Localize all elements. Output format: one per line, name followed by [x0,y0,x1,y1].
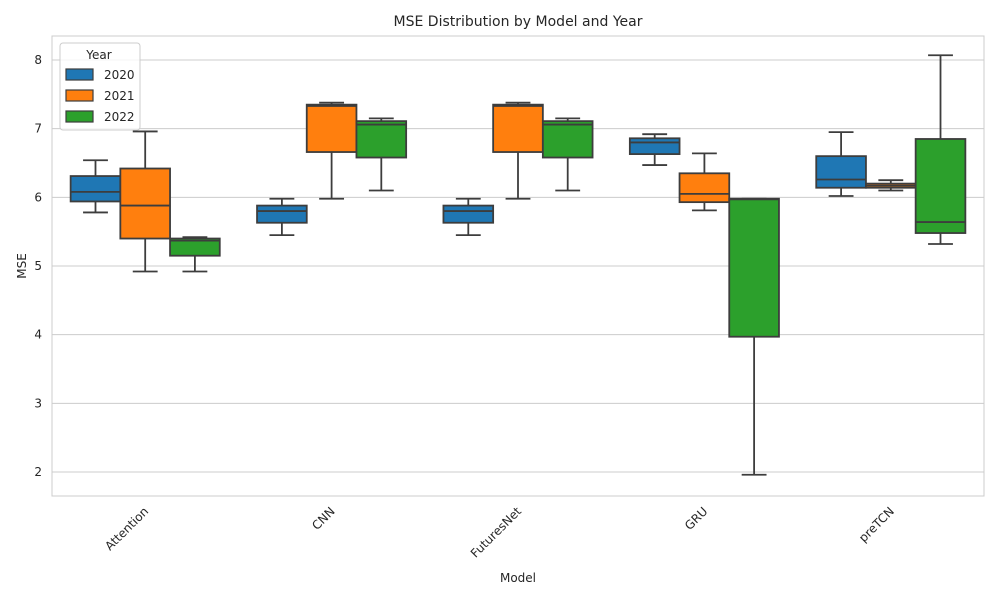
x-tick-label: CNN [309,504,338,533]
iqr-box [815,155,867,189]
box-2022 [728,197,780,476]
legend-items: 2020 2021 2022 [65,68,135,124]
x-tick-label: GRU [682,504,711,533]
legend-label: 2022 [104,110,135,124]
iqr-box [169,237,221,257]
x-tick-label: Attention [102,504,151,553]
iqr-box [442,204,495,224]
chart-title: MSE Distribution by Model and Year [394,14,643,30]
legend-swatch [65,68,94,81]
box-2022 [355,117,408,192]
iqr-box [914,138,967,234]
iqr-box [355,120,408,159]
legend: Year 2020 2021 2022 [59,42,141,131]
box-2021 [119,130,171,273]
x-axis-title: Model [500,571,536,585]
box-group [69,130,221,273]
box-group [442,101,594,237]
x-tick-label: preTCN [856,504,897,545]
y-tick-label: 5 [34,259,42,273]
iqr-box [305,103,358,153]
iqr-box [492,103,544,153]
x-tick-label: FuturesNet [468,504,524,560]
box-group [256,101,408,237]
legend-swatch [65,110,94,123]
iqr-box [119,167,171,240]
x-tick-labels: Attention CNN FuturesNet GRU preTCN [102,504,897,560]
box-2022 [541,117,594,192]
y-tick-label: 6 [34,190,42,204]
box-2020 [628,133,681,166]
legend-frame [59,42,141,131]
iqr-box [256,204,308,224]
box-2020 [815,131,867,197]
iqr-box [541,120,594,159]
box-group [815,54,967,245]
box-group [628,133,780,476]
y-axis-title: MSE [15,253,29,279]
y-tick-label: 8 [34,53,42,67]
iqr-box [678,172,731,204]
box-2021 [492,101,544,200]
box-2022 [169,236,221,273]
box-2020 [442,197,495,237]
y-tick-label: 2 [34,465,42,479]
box-2020 [256,197,308,237]
legend-swatch [65,89,94,102]
y-tick-labels: 2 3 4 5 6 7 8 [34,53,42,479]
box-2022 [914,54,967,245]
legend-title: Year [85,48,111,62]
y-tick-label: 3 [34,396,42,410]
y-tick-label: 7 [34,122,42,136]
box-groups [69,54,967,476]
legend-label: 2020 [104,68,135,82]
iqr-box [728,197,780,338]
iqr-box [628,137,681,155]
legend-label: 2021 [104,89,135,103]
iqr-box [69,175,122,203]
y-tick-label: 4 [34,328,42,342]
box-2021 [678,152,731,212]
plot-frame [51,35,985,497]
